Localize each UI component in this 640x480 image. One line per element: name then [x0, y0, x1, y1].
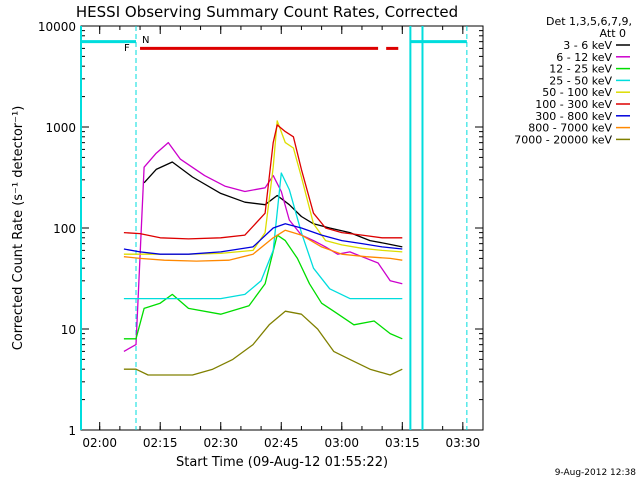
flag-f: F	[124, 43, 130, 54]
series-lines	[123, 120, 403, 376]
series-line	[143, 161, 403, 248]
legend-label: 3 - 6 keV	[563, 39, 612, 52]
y-tick-label: 10	[61, 323, 76, 337]
y-axis-label: Corrected Count Rate (s⁻¹ detector⁻¹)	[11, 106, 26, 351]
event-markers	[80, 26, 468, 430]
legend-label: 7000 - 20000 keV	[514, 133, 612, 146]
legend-header-line-1: Det 1,3,5,6,7,9,	[546, 15, 632, 28]
series-line	[123, 310, 403, 376]
series-line	[123, 172, 403, 300]
x-tick-label: 02:45	[264, 436, 299, 450]
x-tick-label: 02:15	[143, 436, 178, 450]
legend-label: 25 - 50 keV	[549, 74, 612, 87]
legend-label: 12 - 25 keV	[549, 63, 612, 76]
y-tick-label: 100	[53, 222, 76, 236]
legend-label: 50 - 100 keV	[542, 86, 612, 99]
legend-label: 6 - 12 keV	[556, 51, 612, 64]
y-axis: 1 10 100 1000 10000	[38, 20, 483, 438]
y-tick-label: 1000	[45, 121, 76, 135]
x-tick-label: 02:00	[82, 436, 117, 450]
series-line	[123, 141, 403, 352]
chart-title: HESSI Observing Summary Count Rates, Cor…	[76, 3, 458, 21]
series-line	[123, 229, 403, 262]
legend-header-line-2: Att 0	[600, 27, 626, 40]
series-line	[123, 223, 403, 255]
series-line	[123, 124, 403, 240]
y-tick-label: 10000	[38, 20, 76, 34]
x-tick-label: 03:30	[446, 436, 481, 450]
legend-label: 800 - 7000 keV	[528, 122, 612, 135]
x-tick-label: 03:15	[385, 436, 420, 450]
footer-date: 9-Aug-2012 12:38	[555, 468, 637, 478]
x-tick-label: 03:00	[324, 436, 359, 450]
flag-n: N	[142, 35, 149, 46]
legend-label: 300 - 800 keV	[535, 110, 612, 123]
y-tick-label: 1	[68, 424, 76, 438]
x-axis-label: Start Time (09-Aug-12 01:55:22)	[176, 455, 388, 470]
x-axis: 02:00 02:15 02:30 02:45 03:00 03:15 03:30	[82, 26, 484, 450]
legend-label: 100 - 300 keV	[535, 98, 612, 111]
series-line	[123, 234, 403, 340]
x-tick-label: 02:30	[203, 436, 238, 450]
